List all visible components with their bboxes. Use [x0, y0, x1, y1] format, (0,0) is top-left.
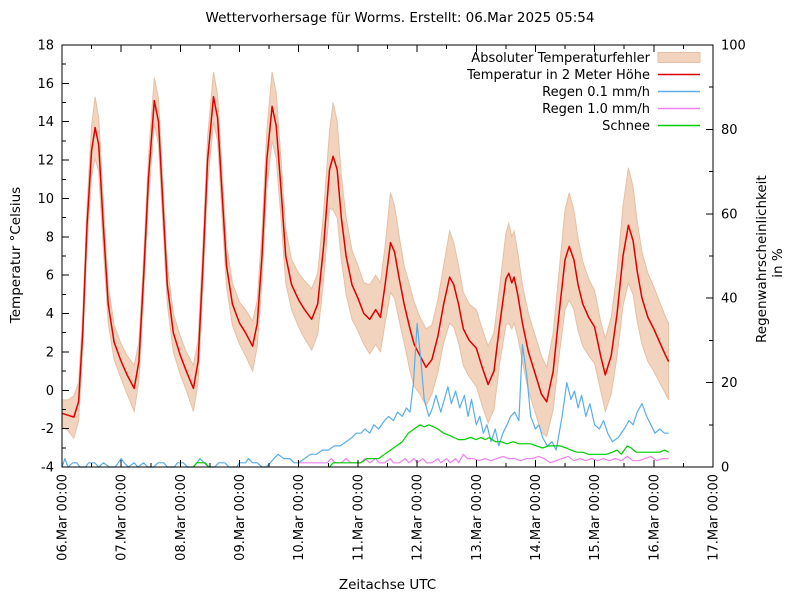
y-left-tick-label: 12: [37, 154, 54, 169]
x-tick-label: 14.Mar 00:00: [529, 474, 544, 561]
y-right-tick-label: 20: [721, 376, 738, 391]
x-tick-label: 08.Mar 00:00: [174, 474, 189, 561]
axis-tick-labels: 06.Mar 00:00 07.Mar 00:00 08.Mar 00:00 09.M…: [37, 39, 745, 561]
temperature-line: [61, 96, 670, 418]
x-tick-label: 12.Mar 00:00: [411, 474, 426, 561]
temperature-error-band: [61, 71, 670, 440]
y-right-tick-label: 100: [721, 39, 746, 54]
x-tick-label: 17.Mar 00:00: [707, 474, 722, 561]
y-left-tick-label: 6: [46, 269, 54, 284]
x-tick-label: 07.Mar 00:00: [115, 474, 130, 561]
chart-title: Wettervorhersage für Worms. Erstellt: 06…: [205, 10, 595, 26]
rain-01-line: [61, 322, 669, 468]
legend-label: Regen 0.1 mm/h: [542, 85, 650, 100]
x-tick-label: 06.Mar 00:00: [56, 474, 71, 561]
x-tick-label: 09.Mar 00:00: [233, 474, 248, 561]
rain-10-line: [298, 453, 669, 464]
x-tick-label: 16.Mar 00:00: [647, 474, 662, 561]
y-right-tick-label: 60: [721, 207, 738, 222]
y-right-tick-label: 80: [721, 123, 738, 138]
legend-label: Absoluter Temperaturfehler: [471, 51, 650, 66]
y-left-tick-label: 0: [46, 384, 54, 399]
legend: Absoluter Temperaturfehler Temperatur in …: [466, 51, 701, 134]
x-tick-label: 13.Mar 00:00: [470, 474, 485, 561]
y-left-tick-label: -2: [41, 422, 54, 437]
x-axis-label: Zeitachse UTC: [338, 577, 437, 593]
legend-label: Schnee: [602, 119, 650, 134]
y-left-tick-label: 2: [46, 345, 54, 360]
legend-label: Regen 1.0 mm/h: [542, 102, 650, 117]
legend-label: Temperatur in 2 Meter Höhe: [466, 68, 650, 83]
x-tick-label: 11.Mar 00:00: [351, 474, 366, 561]
snow-line: [192, 424, 669, 468]
y-left-tick-label: -4: [41, 461, 54, 476]
axis-ticks: [61, 44, 714, 468]
y-right-tick-label: 0: [721, 461, 729, 476]
y-left-tick-label: 16: [37, 77, 54, 92]
x-tick-label: 15.Mar 00:00: [588, 474, 603, 561]
y-right-tick-label: 40: [721, 292, 738, 307]
y-left-tick-label: 10: [37, 192, 54, 207]
y-left-tick-label: 18: [37, 39, 54, 54]
x-tick-label: 10.Mar 00:00: [292, 474, 307, 561]
y-left-tick-label: 8: [46, 230, 54, 245]
legend-band-swatch: [657, 52, 701, 63]
y-left-tick-label: 4: [46, 307, 54, 322]
y-axis-right-label: Regenwahrscheinlichkeit in %: [754, 175, 786, 343]
y-left-tick-label: 14: [37, 115, 54, 130]
y-axis-left-label: Temperatur °Celsius: [8, 186, 24, 324]
